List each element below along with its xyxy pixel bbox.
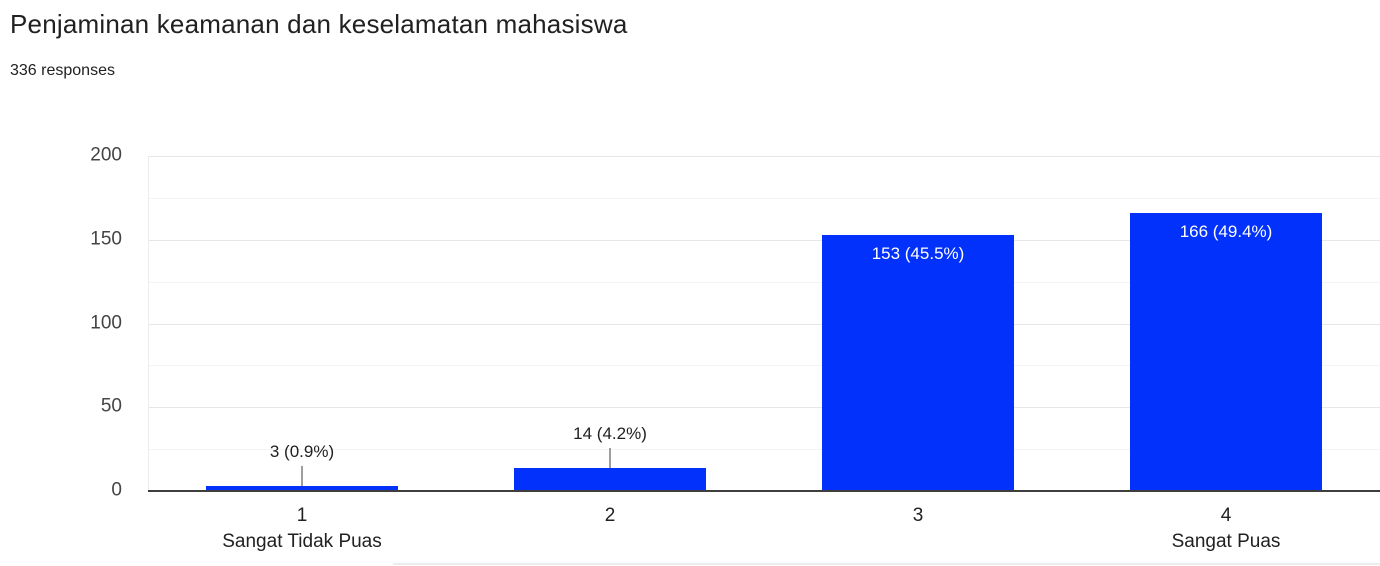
bar-3[interactable] bbox=[822, 235, 1014, 491]
gridline-major bbox=[148, 407, 1380, 409]
value-leader-line bbox=[301, 466, 303, 486]
plot-left-border bbox=[148, 156, 149, 491]
gridline-minor bbox=[148, 449, 1380, 451]
gridline-major bbox=[148, 156, 1380, 157]
bar-value-label: 166 (49.4%) bbox=[1179, 222, 1273, 241]
x-axis-tick-label: 3 bbox=[912, 505, 924, 526]
x-axis-tick-label: 4 bbox=[1220, 505, 1232, 526]
y-axis-tick-label: 200 bbox=[90, 144, 122, 166]
gridline-minor bbox=[148, 365, 1380, 367]
gridline-minor bbox=[148, 281, 1380, 283]
value-leader-line bbox=[609, 448, 611, 468]
bar-2[interactable] bbox=[514, 468, 706, 491]
gridline-major bbox=[148, 239, 1380, 241]
bar-1[interactable] bbox=[206, 486, 398, 491]
x-axis-tick-label: 1 bbox=[296, 505, 308, 526]
bar-value-label: 153 (45.5%) bbox=[871, 244, 965, 263]
x-axis-tick-sublabel: Sangat Tidak Puas bbox=[222, 531, 382, 552]
y-axis-tick-label: 0 bbox=[111, 479, 122, 501]
card-bottom-divider bbox=[393, 563, 1380, 565]
y-axis-tick-label: 100 bbox=[90, 312, 122, 334]
gridline-major bbox=[148, 323, 1380, 325]
y-axis-tick-label: 150 bbox=[90, 228, 122, 250]
bar-value-label: 14 (4.2%) bbox=[573, 424, 647, 443]
x-axis-tick-sublabel: Sangat Puas bbox=[1171, 531, 1281, 552]
x-axis-baseline bbox=[148, 490, 1380, 492]
x-axis-tick-label: 2 bbox=[604, 505, 616, 526]
chart-title: Penjaminan keamanan dan keselamatan maha… bbox=[10, 9, 628, 39]
gridline-minor bbox=[148, 197, 1380, 199]
bar-4[interactable] bbox=[1130, 213, 1322, 491]
y-axis-tick-label: 50 bbox=[100, 395, 122, 417]
responses-count: 336 responses bbox=[10, 62, 115, 79]
bar-value-label: 3 (0.9%) bbox=[269, 442, 335, 461]
